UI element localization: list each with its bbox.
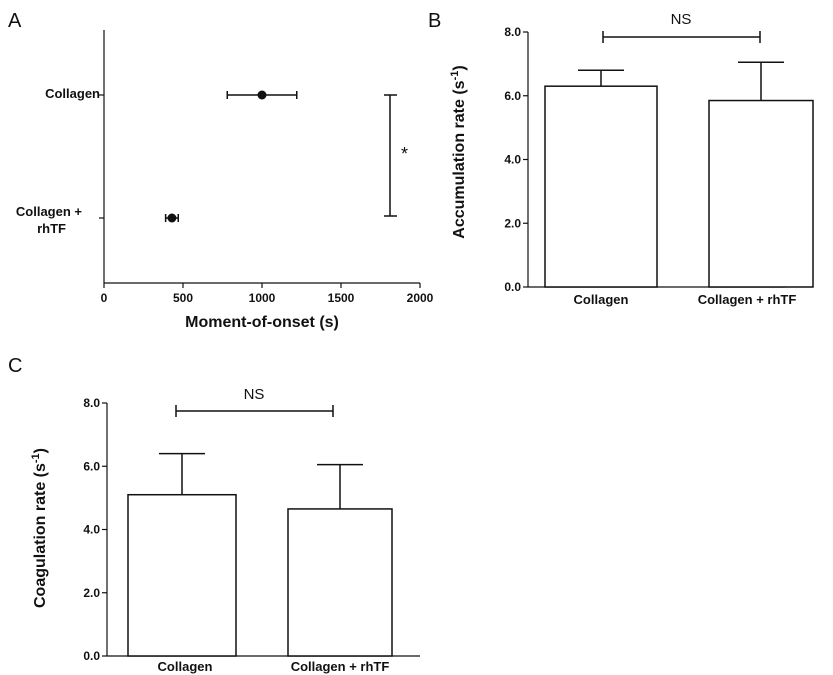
panel-a-y-ticks [99,94,104,219]
panel-a-x-axis-title: Moment-of-onset (s) [185,314,339,331]
panel-c-y-tick-label: 0.0 [83,649,100,663]
panel-a-x-tick-label: 2000 [407,291,434,305]
panel-c: C 0.0 2.0 4.0 6.0 8.0 Collagen Collagen + rh… [8,355,420,674]
panel-a-x-tick-label: 0 [101,291,108,305]
panel-a-category-0: Collagen [45,86,100,101]
panel-c-y-tick-label: 8.0 [83,396,100,410]
panel-c-bars [127,452,393,657]
panel-b-letter: B [428,10,441,32]
panel-a-category-1-line-2: rhTF [37,221,66,236]
panel-a-points [164,90,298,223]
panel-b-y-tick-label: 6.0 [504,89,521,103]
panel-a-letter: A [8,10,22,32]
panel-a-x-tick-label: 1000 [249,291,276,305]
panel-b-ns-bracket [602,31,761,43]
panel-b-y-tick-label: 2.0 [504,216,521,230]
panel-b-y-ticks: 0.0 2.0 4.0 6.0 8.0 [504,25,528,294]
panel-b-ns-label: NS [671,11,692,28]
panel-c-bar [127,493,237,657]
panel-b-bar [708,99,814,288]
panel-b-category-0: Collagen [574,292,629,307]
panel-c-category-0: Collagen [158,659,213,674]
panel-c-y-tick-label: 6.0 [83,459,100,473]
panel-c-y-ticks: 0.0 2.0 4.0 6.0 8.0 [83,396,107,663]
panel-a: A 0 500 1000 1500 2000 Collagen Collagen + r… [8,10,434,331]
panel-a-category-1-line-1: Collagen + [16,204,83,219]
panel-c-y-axis-title: Coagulation rate (s-1) [30,448,49,608]
panel-c-y-tick-label: 4.0 [83,523,100,537]
panel-c-letter: C [8,355,22,377]
panel-b-y-tick-label: 8.0 [504,25,521,39]
panel-a-significance-bracket [384,94,397,217]
panel-b-y-tick-label: 0.0 [504,280,521,294]
panel-c-ns-bracket [175,405,334,417]
panel-b-bar [544,85,658,288]
panel-a-x-tick-label: 500 [173,291,193,305]
panel-b-y-axis-title: Accumulation rate (s-1) [449,65,468,238]
panel-a-significance-star: * [401,144,408,164]
panel-a-point [167,213,177,223]
panel-a-x-tick-label: 1500 [328,291,355,305]
panel-a-point [257,90,267,100]
panel-b: B 0.0 2.0 4.0 6.0 8.0 Collagen Collagen + rh… [428,10,814,307]
panel-b-bars [544,61,814,288]
panel-c-bar [287,508,393,657]
panel-a-x-ticks: 0 500 1000 1500 2000 [101,283,434,305]
panel-c-ns-label: NS [244,386,265,403]
panel-b-category-1: Collagen + rhTF [698,292,797,307]
panel-c-category-1: Collagen + rhTF [291,659,390,674]
panel-b-y-tick-label: 4.0 [504,153,521,167]
panel-c-y-tick-label: 2.0 [83,586,100,600]
